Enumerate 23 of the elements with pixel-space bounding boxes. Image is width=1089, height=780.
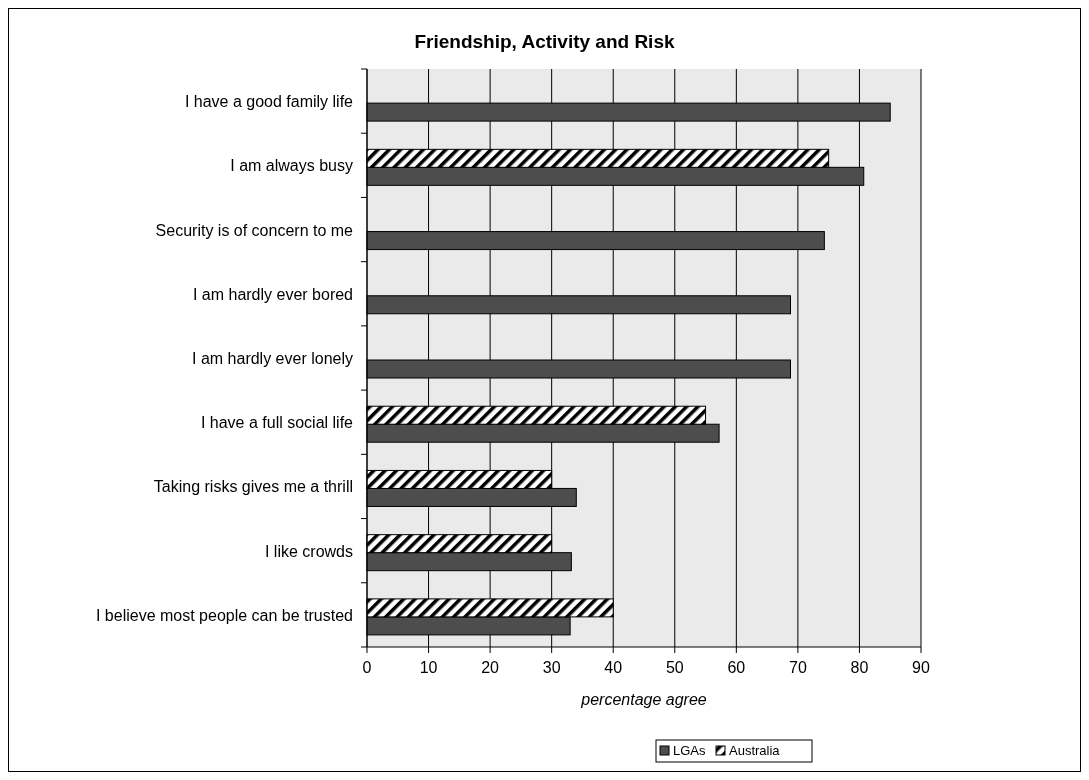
y-tick-label: I am hardly ever lonely — [192, 350, 353, 367]
legend-label: Australia — [729, 743, 781, 758]
y-tick-label: I have a full social life — [200, 414, 354, 432]
y-tick-label: I am hardly ever bored — [192, 285, 353, 303]
y-tick-label: I believe most people can be trusted — [95, 606, 353, 624]
x-tick-label: 80 — [850, 659, 869, 676]
y-tick-label: I am always busy — [230, 157, 353, 175]
x-tick-label: 30 — [542, 659, 561, 676]
x-tick-label: 60 — [727, 659, 746, 676]
legend-label: LGAs — [673, 743, 707, 758]
x-tick-label: 0 — [362, 659, 372, 676]
x-tick-label: 90 — [912, 659, 930, 676]
chart-title: Friendship, Activity and Risk — [414, 31, 675, 52]
y-tick-label: I like crowds — [264, 542, 353, 560]
y-tick-label: Taking risks gives me a thrill — [153, 478, 353, 496]
y-tick-label: Security is of concern to me — [155, 221, 354, 239]
x-axis-title: percentage agree — [580, 691, 707, 708]
x-tick-label: 40 — [604, 659, 623, 676]
x-tick-label: 20 — [481, 659, 500, 676]
x-tick-label: 50 — [665, 659, 684, 676]
x-tick-label: 10 — [419, 659, 438, 676]
y-tick-label: I have a good family life — [184, 93, 354, 111]
x-tick-label: 70 — [788, 659, 807, 676]
